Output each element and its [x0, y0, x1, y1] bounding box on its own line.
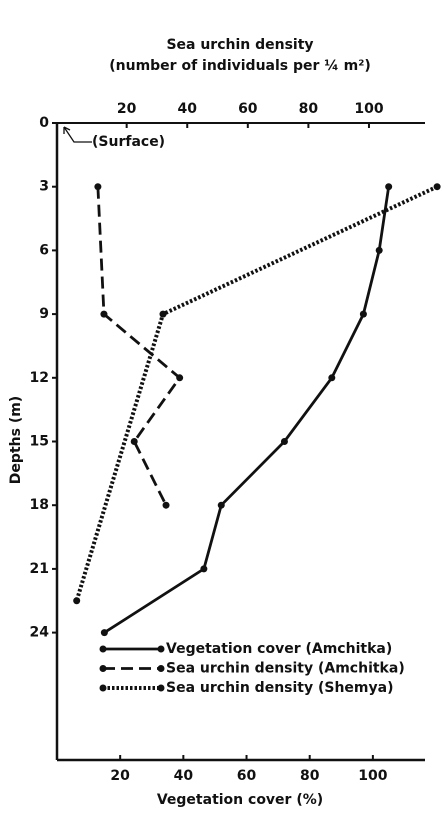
point	[375, 246, 383, 254]
point	[130, 438, 138, 445]
x2-label: Sea urchin density	[166, 37, 313, 53]
point	[359, 310, 367, 318]
legend-label: Sea urchin density (Amchitka)	[166, 661, 405, 677]
x-tick-label: 40	[174, 768, 194, 784]
y-tick-label: 3	[39, 179, 49, 195]
y-tick-label: 6	[39, 242, 49, 258]
point	[100, 310, 108, 318]
y-tick-label: 18	[30, 497, 49, 513]
x2-tick-label: 20	[117, 101, 137, 117]
legend-label: Vegetation cover (Amchitka)	[166, 641, 392, 657]
y-label: Depths (m)	[8, 396, 24, 484]
series-line	[103, 186, 391, 634]
point	[73, 597, 81, 605]
point	[176, 374, 184, 382]
legend-marker	[99, 645, 107, 653]
point	[217, 501, 225, 509]
x-tick-label: 60	[237, 768, 257, 784]
legend-marker	[99, 684, 107, 692]
series-line	[96, 186, 182, 506]
point	[328, 374, 336, 382]
annotation: (Surface)	[92, 134, 165, 150]
legend-marker	[157, 645, 165, 653]
x2-label: (number of individuals per ¼ m²)	[109, 58, 371, 74]
x-tick-label: 80	[300, 768, 320, 784]
point	[162, 501, 170, 509]
x2-tick-label: 80	[299, 101, 319, 117]
x2-tick-label: 60	[238, 101, 258, 117]
y-tick-label: 9	[39, 306, 49, 322]
point	[159, 310, 167, 318]
series-line	[74, 184, 438, 602]
point	[280, 438, 288, 445]
x-label: Vegetation cover (%)	[157, 792, 323, 808]
y-tick-label: 15	[30, 434, 49, 450]
legend-marker	[99, 665, 107, 672]
legend-label: Sea urchin density (Shemya)	[166, 680, 394, 696]
x2-tick-label: 100	[354, 101, 383, 117]
y-tick-label: 0	[39, 115, 49, 131]
y-tick-label: 24	[30, 625, 50, 641]
point	[100, 629, 108, 637]
y-tick-label: 21	[30, 561, 49, 577]
point	[200, 565, 208, 573]
legend-marker	[157, 684, 165, 692]
point	[433, 183, 441, 191]
y-tick-label: 12	[30, 370, 49, 386]
x-tick-label: 100	[358, 768, 387, 784]
point	[94, 183, 102, 191]
legend-marker	[157, 665, 165, 672]
annotation-arrow	[63, 126, 92, 143]
x2-tick-label: 40	[177, 101, 197, 117]
x-tick-label: 20	[110, 768, 130, 784]
point	[385, 183, 393, 191]
